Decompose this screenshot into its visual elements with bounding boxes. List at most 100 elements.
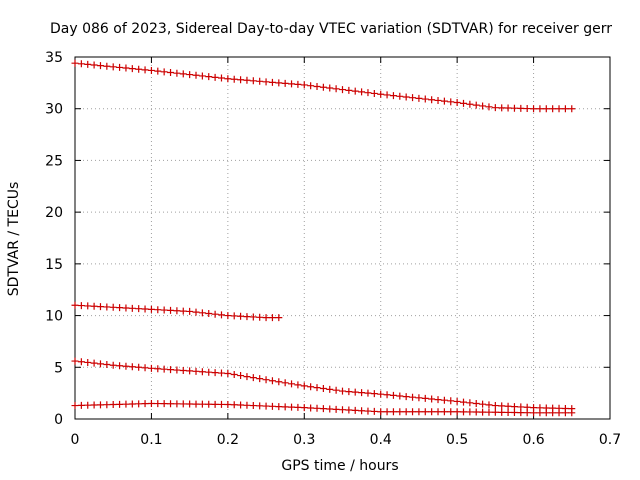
data-point xyxy=(116,400,124,408)
data-point xyxy=(173,400,181,408)
data-point xyxy=(307,82,315,90)
data-point xyxy=(568,105,576,113)
data-point xyxy=(230,312,238,320)
data-point xyxy=(358,389,366,397)
data-point xyxy=(415,94,423,102)
data-point xyxy=(167,69,175,77)
data-point xyxy=(211,310,219,318)
data-point xyxy=(434,396,442,404)
data-point xyxy=(173,69,181,77)
data-point xyxy=(281,403,289,411)
data-point xyxy=(243,76,251,84)
data-point xyxy=(249,313,257,321)
data-point xyxy=(428,395,436,403)
data-point xyxy=(288,403,296,411)
x-tick-label: 0.2 xyxy=(217,432,239,448)
data-point xyxy=(536,409,544,417)
data-point xyxy=(307,383,315,391)
data-point xyxy=(498,402,506,410)
data-point xyxy=(135,363,143,371)
data-point xyxy=(275,79,283,87)
data-point xyxy=(326,84,334,92)
data-point xyxy=(237,401,245,409)
data-point xyxy=(364,389,372,397)
data-point xyxy=(198,368,206,376)
data-point xyxy=(555,409,563,417)
data-point xyxy=(504,408,512,416)
data-point xyxy=(523,409,531,417)
data-point xyxy=(90,61,98,69)
data-point xyxy=(160,68,168,76)
data-point xyxy=(217,311,225,319)
data-point xyxy=(249,374,257,382)
data-point xyxy=(154,306,162,314)
data-point xyxy=(383,391,391,399)
data-point xyxy=(421,408,429,416)
grid xyxy=(75,57,610,419)
data-point xyxy=(268,377,276,385)
data-point xyxy=(96,62,104,70)
data-point xyxy=(128,65,136,73)
data-point xyxy=(192,400,200,408)
data-point xyxy=(389,391,397,399)
data-point xyxy=(364,407,372,415)
data-point xyxy=(523,105,531,113)
data-point xyxy=(326,405,334,413)
data-point xyxy=(198,309,206,317)
data-point xyxy=(485,103,493,111)
data-point xyxy=(186,400,194,408)
data-point xyxy=(313,404,321,412)
data-point xyxy=(154,400,162,408)
data-point xyxy=(561,105,569,113)
data-point xyxy=(530,409,538,417)
data-point xyxy=(561,409,569,417)
data-point xyxy=(179,366,187,374)
x-tick-label: 0 xyxy=(71,432,80,448)
y-tick-label: 10 xyxy=(45,309,63,325)
data-point xyxy=(510,409,518,417)
data-point xyxy=(319,405,327,413)
data-point xyxy=(396,408,404,416)
data-point xyxy=(542,105,550,113)
data-point xyxy=(84,358,92,366)
data-point xyxy=(459,398,467,406)
data-point xyxy=(338,387,346,395)
data-point xyxy=(300,404,308,412)
data-point xyxy=(109,361,117,369)
data-point xyxy=(211,369,219,377)
data-point xyxy=(504,402,512,410)
data-point xyxy=(141,364,149,372)
chart-title: Day 086 of 2023, Sidereal Day-to-day VTE… xyxy=(50,21,612,37)
data-point xyxy=(147,66,155,74)
x-tick-label: 0.7 xyxy=(599,432,621,448)
data-point xyxy=(109,303,117,311)
data-point xyxy=(122,400,130,408)
data-point xyxy=(294,403,302,411)
data-point xyxy=(409,94,417,102)
data-point xyxy=(568,409,576,417)
data-point xyxy=(332,405,340,413)
data-point xyxy=(217,74,225,82)
data-point xyxy=(262,376,270,384)
data-point xyxy=(510,104,518,112)
data-point xyxy=(103,401,111,409)
data-point xyxy=(453,99,461,107)
data-point xyxy=(268,314,276,322)
data-point xyxy=(71,59,79,67)
data-point xyxy=(224,75,232,83)
data-point xyxy=(186,307,194,315)
data-point xyxy=(262,402,270,410)
data-point xyxy=(217,369,225,377)
data-point xyxy=(141,400,149,408)
data-point xyxy=(205,310,213,318)
data-point xyxy=(396,392,404,400)
data-point xyxy=(249,402,257,410)
data-point xyxy=(485,401,493,409)
data-point xyxy=(160,400,168,408)
data-point xyxy=(440,408,448,416)
data-point xyxy=(256,77,264,85)
data-point xyxy=(198,72,206,80)
y-tick-label: 35 xyxy=(45,50,63,66)
data-point xyxy=(243,373,251,381)
data-point xyxy=(224,401,232,409)
